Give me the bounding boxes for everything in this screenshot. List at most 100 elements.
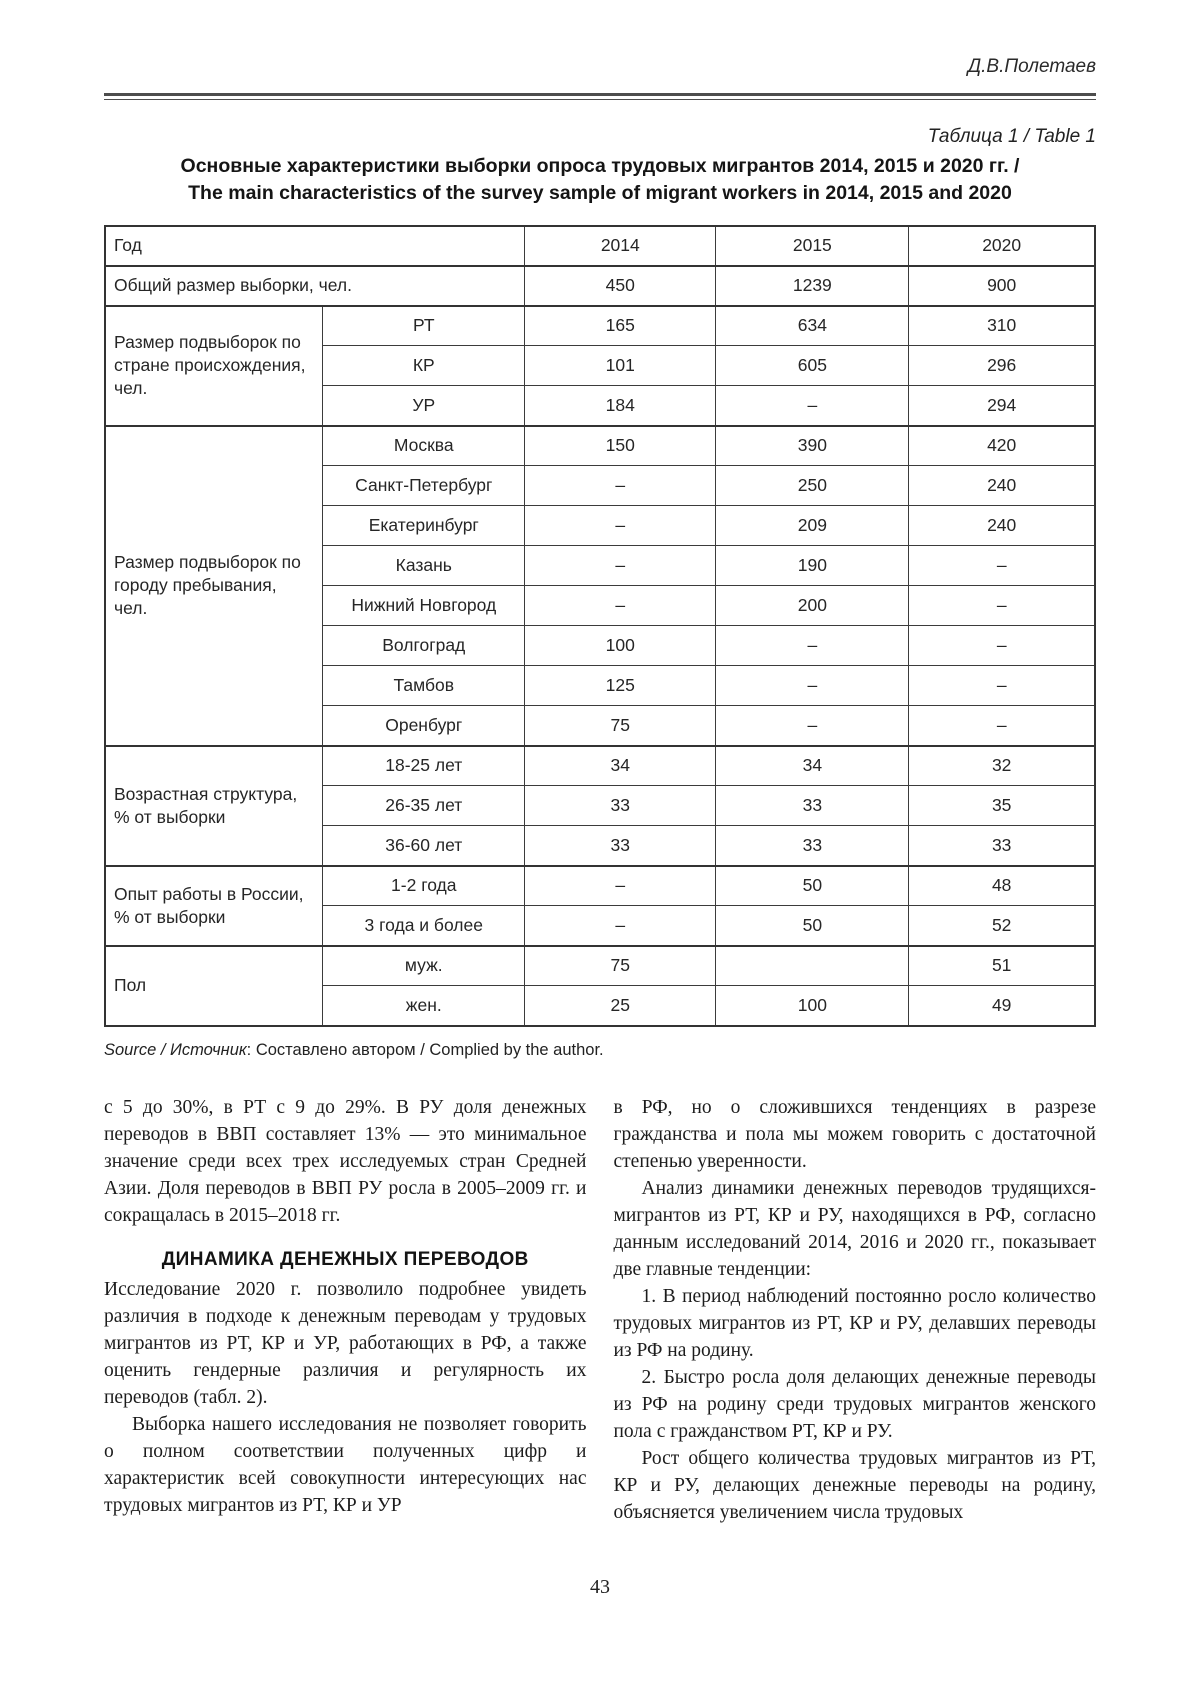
value-cell: 49 xyxy=(908,985,1096,1027)
row-label-cell: муж. xyxy=(322,944,526,987)
value-cell: 296 xyxy=(908,345,1096,387)
group-label-cell: Пол xyxy=(104,944,324,1027)
header-rule xyxy=(104,93,1096,100)
value-cell: – xyxy=(908,585,1096,627)
value-cell: – xyxy=(908,545,1096,587)
value-cell: 33 xyxy=(715,825,910,867)
page-number: 43 xyxy=(590,1575,610,1598)
value-cell: – xyxy=(715,705,910,747)
source-note: Source / Источник: Составлено автором / … xyxy=(104,1041,1096,1060)
row-label-cell: Год xyxy=(104,225,526,267)
table-row: Казань –190– xyxy=(105,545,1096,587)
row-label-cell: 1-2 года xyxy=(322,864,526,907)
value-cell: – xyxy=(908,705,1096,747)
paragraph: Анализ динамики денежных переводов трудя… xyxy=(613,1177,1097,1280)
group-label-cell: Размер подвыборок по городу пребывания, … xyxy=(104,424,324,747)
value-cell: 48 xyxy=(908,864,1096,907)
table-row: Год 2014 2015 2020 xyxy=(104,225,1096,267)
value-cell: 75 xyxy=(524,705,717,747)
value-cell: 294 xyxy=(908,385,1096,427)
table-row: Размер подвыборок по стране происхождени… xyxy=(104,304,1096,427)
value-cell: – xyxy=(524,905,717,947)
row-label-cell: жен. xyxy=(322,985,526,1027)
table-title-en: The main characteristics of the survey s… xyxy=(188,182,1012,205)
group-label-cell: Размер подвыборок по стране происхождени… xyxy=(104,304,324,427)
value-cell: 605 xyxy=(715,345,910,387)
row-label-cell: УР xyxy=(322,385,526,427)
paragraph: Исследование 2020 г. позволило подробнее… xyxy=(104,1278,587,1408)
table-caption: Основные характеристики выборки опроса т… xyxy=(104,153,1096,208)
table-row: Тамбов 125– – xyxy=(105,665,1096,707)
value-cell: 100 xyxy=(524,625,717,667)
row-label-cell: Санкт-Петербург xyxy=(322,465,526,507)
table-row: Опыт работы в России, % от выборки 1-2 го… xyxy=(104,864,1096,947)
value-cell: – xyxy=(908,665,1096,707)
table-title-ru: Основные характеристики выборки опроса т… xyxy=(180,155,1020,177)
value-cell: 32 xyxy=(908,744,1096,787)
table-row: Оренбург 75– – xyxy=(105,705,1096,747)
left-column: с 5 до 30%, в РТ с 9 до 29%. В РУ доля д… xyxy=(104,1094,587,1526)
paragraph: 2. Быстро росла доля делающих денежные п… xyxy=(613,1366,1097,1442)
row-label-cell: РТ xyxy=(322,304,526,347)
row-label-cell: Оренбург xyxy=(322,705,526,747)
value-cell: 634 xyxy=(715,304,910,347)
value-cell: 2015 xyxy=(715,225,910,267)
value-cell: 310 xyxy=(908,304,1096,347)
value-cell: – xyxy=(524,585,717,627)
group-label-cell: Опыт работы в России, % от выборки xyxy=(104,864,324,947)
value-cell: – xyxy=(715,625,910,667)
value-cell: 190 xyxy=(715,545,910,587)
value-cell: 34 xyxy=(524,744,717,787)
value-cell: 75 xyxy=(524,944,717,987)
value-cell: 900 xyxy=(908,264,1096,307)
source-text: : Составлено автором / Complied by the a… xyxy=(246,1040,604,1059)
paragraph: Рост общего количества трудовых мигранто… xyxy=(613,1447,1097,1523)
row-label-cell: Общий размер выборки, чел. xyxy=(104,264,526,307)
value-cell: 184 xyxy=(524,385,717,427)
row-label-cell: 18-25 лет xyxy=(322,744,526,787)
table-row: Пол муж. 75 51 xyxy=(104,944,1096,1027)
value-cell: 33 xyxy=(715,785,910,827)
value-cell: – xyxy=(715,385,910,427)
value-cell: 2020 xyxy=(908,225,1096,267)
section-heading: ДИНАМИКА ДЕНЕЖНЫХ ПЕРЕВОДОВ xyxy=(161,1248,529,1270)
source-prefix: Source / Источник xyxy=(104,1040,247,1059)
table-row: жен. 25 100 49 xyxy=(105,985,1096,1027)
value-cell xyxy=(715,944,910,987)
value-cell: 33 xyxy=(908,825,1096,867)
table-row: КР 101 605 296 xyxy=(105,345,1096,387)
survey-table-body: Год 2014 2015 2020 Общий размер выборки, чел… xyxy=(104,225,1096,1027)
value-cell: 209 xyxy=(715,505,910,547)
paragraph: с 5 до 30%, в РТ с 9 до 29%. В РУ доля д… xyxy=(104,1096,587,1226)
table-row: УР 184–294 xyxy=(105,385,1096,427)
value-cell: 33 xyxy=(524,785,717,827)
row-label-cell: 3 года и более xyxy=(322,905,526,947)
row-label-cell: Казань xyxy=(322,545,526,587)
value-cell: 390 xyxy=(715,424,910,467)
value-cell: 150 xyxy=(524,424,717,467)
table-row: Общий размер выборки, чел. 450 1239 900 xyxy=(104,264,1096,307)
row-label-cell: Тамбов xyxy=(322,665,526,707)
value-cell: 34 xyxy=(715,744,910,787)
value-cell: 420 xyxy=(908,424,1096,467)
value-cell: 35 xyxy=(908,785,1096,827)
value-cell: 125 xyxy=(524,665,717,707)
value-cell: 50 xyxy=(715,864,910,907)
right-column: в РФ, но о сложившихся тенденциях в разр… xyxy=(614,1094,1097,1526)
row-label-cell: 26-35 лет xyxy=(322,785,526,827)
value-cell: – xyxy=(908,625,1096,667)
table-row: Санкт-Петербург –250 240 xyxy=(105,465,1096,507)
survey-table: Год 2014 2015 2020 Общий размер выборки, чел… xyxy=(104,224,1096,1027)
value-cell: 240 xyxy=(908,465,1096,507)
table-row: 3 года и более –50 52 xyxy=(105,905,1096,947)
value-cell: – xyxy=(524,505,717,547)
value-cell: 52 xyxy=(908,905,1096,947)
value-cell: 25 xyxy=(524,985,717,1027)
table-row: 36-60 лет 33 33 33 xyxy=(105,825,1096,867)
value-cell: 1239 xyxy=(715,264,910,307)
row-label-cell: 36-60 лет xyxy=(322,825,526,867)
table-row: Нижний Новгород –200– xyxy=(105,585,1096,627)
value-cell: 100 xyxy=(715,985,910,1027)
value-cell: 2014 xyxy=(524,225,717,267)
